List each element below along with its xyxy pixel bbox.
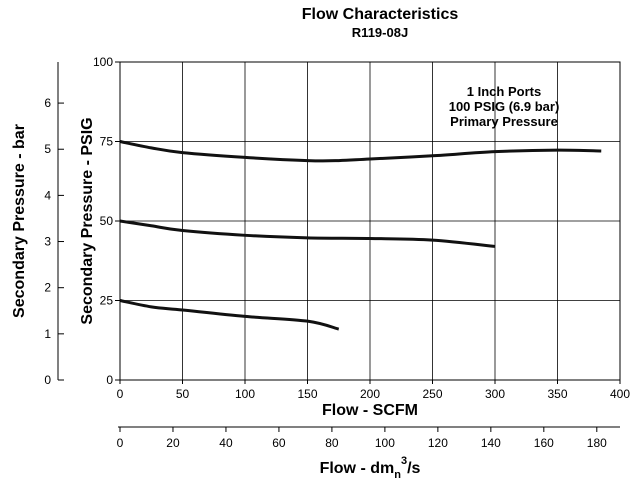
- annotation-box: 1 Inch Ports 100 PSIG (6.9 bar) Primary …: [449, 84, 560, 129]
- x-tick-label: 300: [485, 387, 505, 401]
- y-tick-label: 25: [100, 294, 114, 308]
- x2-tick-label: 100: [375, 436, 395, 450]
- x-axis-title: Flow - SCFM: [322, 402, 418, 419]
- grid: [115, 61, 621, 384]
- x2-tick-label: 40: [219, 436, 233, 450]
- series-line: [119, 140, 602, 163]
- y2-tick-label: 2: [44, 281, 51, 295]
- series-line: [119, 299, 340, 331]
- y2-axis-title: Secondary Pressure - bar: [11, 124, 28, 318]
- y2-tick-label: 3: [44, 235, 51, 249]
- y-tick-label: 75: [100, 135, 114, 149]
- plot-frame: [119, 61, 621, 381]
- y2-tick-label: 6: [44, 96, 51, 110]
- chart-subtitle: R119-08J: [351, 25, 409, 40]
- x2-axis-title: Flow - dmn3/s: [320, 455, 421, 481]
- y2-tick-label: 1: [44, 327, 51, 341]
- y-tick-labels: 0 25 50 75 100: [93, 55, 113, 387]
- annotation-line: 100 PSIG (6.9 bar): [449, 99, 560, 114]
- y2-tick-labels: 0 1 2 3 4 5 6: [44, 96, 64, 387]
- curves: [119, 140, 602, 331]
- x-tick-label: 50: [176, 387, 190, 401]
- y-tick-label: 0: [106, 373, 113, 387]
- x2-tick-label: 120: [428, 436, 448, 450]
- y2-tick-label: 0: [44, 373, 51, 387]
- x-tick-label: 150: [297, 387, 317, 401]
- series-line: [119, 219, 496, 248]
- x2-tick-label: 0: [117, 436, 124, 450]
- x-tick-label: 400: [610, 387, 630, 401]
- chart-title: Flow Characteristics: [301, 6, 459, 23]
- y2-tick-label: 5: [44, 142, 51, 156]
- x2-tick-label: 80: [325, 436, 339, 450]
- annotation-line: Primary Pressure: [450, 114, 558, 129]
- y-axis-title: Secondary Pressure - PSIG: [79, 117, 96, 324]
- x2-tick-label: 60: [272, 436, 286, 450]
- y-tick-label: 100: [93, 55, 113, 69]
- x-tick-label: 0: [117, 387, 124, 401]
- x-tick-label: 250: [422, 387, 442, 401]
- y2-tick-label: 4: [44, 188, 51, 202]
- x2-tick-label: 160: [534, 436, 554, 450]
- x-tick-label: 100: [235, 387, 255, 401]
- x2-tick-label: 140: [481, 436, 501, 450]
- y-tick-label: 50: [100, 214, 114, 228]
- annotation-line: 1 Inch Ports: [467, 84, 541, 99]
- x2-tick-label: 180: [587, 436, 607, 450]
- x-tick-label: 350: [547, 387, 567, 401]
- x-tick-labels: 0 50 100 150 200 250 300 350 400: [117, 387, 631, 401]
- x2-tick-label: 20: [166, 436, 180, 450]
- x2-tick-labels: 0 20 40 60 80 100 120 140 160 180: [117, 427, 607, 450]
- x-tick-label: 200: [360, 387, 380, 401]
